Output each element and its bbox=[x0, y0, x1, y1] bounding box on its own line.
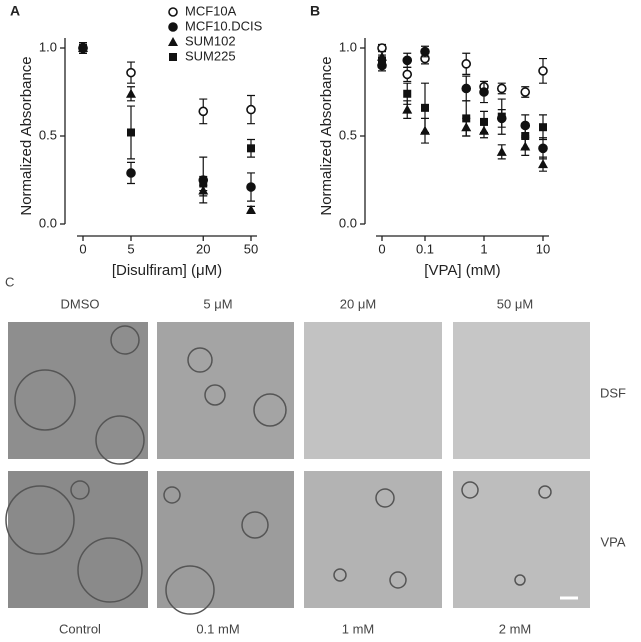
legend-marker bbox=[168, 7, 178, 17]
y-axis-label: Normalized Absorbance bbox=[318, 56, 335, 215]
marker bbox=[402, 104, 413, 114]
marker bbox=[479, 87, 489, 97]
marker bbox=[461, 83, 472, 94]
micrograph bbox=[157, 322, 294, 459]
marker bbox=[462, 114, 471, 123]
marker bbox=[496, 146, 507, 156]
marker bbox=[126, 168, 136, 178]
y-tick-label: 1.0 bbox=[339, 39, 357, 54]
marker bbox=[378, 56, 386, 65]
marker bbox=[538, 143, 548, 154]
x-tick-label: 1 bbox=[480, 241, 487, 256]
marker bbox=[199, 179, 208, 188]
y-tick-label: 0.0 bbox=[39, 215, 57, 230]
micrograph bbox=[157, 471, 294, 608]
micrograph bbox=[8, 471, 148, 608]
marker bbox=[247, 144, 255, 153]
column-label: 20 μM bbox=[340, 296, 376, 311]
legend-marker bbox=[168, 22, 178, 32]
y-tick-label: 0.5 bbox=[39, 127, 57, 142]
marker bbox=[496, 83, 507, 94]
marker bbox=[521, 132, 530, 140]
panel-label: A bbox=[10, 3, 20, 19]
marker bbox=[461, 59, 472, 69]
micrograph bbox=[8, 322, 148, 459]
row-label: VPA bbox=[600, 534, 625, 549]
x-axis-label: [VPA] (mM) bbox=[424, 262, 500, 279]
x-tick-label: 10 bbox=[536, 241, 550, 256]
marker bbox=[402, 55, 413, 66]
column-label: 5 μM bbox=[203, 296, 232, 311]
marker bbox=[246, 204, 256, 214]
legend-marker bbox=[168, 37, 178, 46]
micrograph bbox=[453, 322, 590, 459]
panel-label: C bbox=[5, 274, 14, 289]
legend-label: SUM102 bbox=[185, 33, 236, 48]
micrograph bbox=[304, 471, 442, 608]
marker bbox=[480, 117, 488, 126]
marker bbox=[421, 103, 429, 112]
y-tick-label: 1.0 bbox=[39, 39, 57, 54]
legend-label: MCF10A bbox=[185, 3, 237, 18]
marker bbox=[79, 44, 87, 52]
column-label: DMSO bbox=[61, 296, 100, 311]
marker bbox=[403, 89, 412, 98]
marker bbox=[538, 159, 548, 169]
marker bbox=[402, 69, 413, 80]
marker bbox=[246, 182, 256, 192]
panel-label: B bbox=[310, 3, 320, 19]
marker bbox=[126, 67, 136, 78]
micrographs bbox=[5, 322, 590, 615]
marker bbox=[420, 46, 430, 57]
marker bbox=[127, 128, 135, 137]
column-label: Control bbox=[59, 621, 101, 636]
y-axis-label: Normalized Absorbance bbox=[18, 56, 35, 215]
x-tick-label: 0 bbox=[79, 241, 86, 256]
micrograph bbox=[453, 471, 590, 608]
y-tick-label: 0.0 bbox=[339, 215, 357, 230]
column-label: 50 μM bbox=[497, 296, 533, 311]
column-label: 2 mM bbox=[499, 621, 532, 636]
marker bbox=[539, 123, 547, 132]
x-tick-label: 0 bbox=[378, 241, 385, 256]
x-tick-label: 5 bbox=[127, 241, 134, 256]
marker bbox=[497, 112, 506, 121]
x-axis-label: [Disulfiram] (μM) bbox=[112, 262, 222, 279]
column-label: 1 mM bbox=[342, 621, 375, 636]
marker bbox=[126, 88, 136, 98]
marker bbox=[377, 43, 387, 53]
legend-label: SUM225 bbox=[185, 48, 236, 63]
x-tick-label: 20 bbox=[196, 241, 210, 256]
row-label: DSF bbox=[600, 385, 626, 400]
marker bbox=[520, 87, 531, 97]
legend-label: MCF10.DCIS bbox=[185, 18, 263, 33]
marker bbox=[198, 106, 209, 117]
micrograph bbox=[304, 322, 442, 459]
cell-clusters bbox=[5, 325, 552, 615]
x-tick-label: 50 bbox=[244, 241, 258, 256]
marker bbox=[538, 66, 548, 76]
y-tick-label: 0.5 bbox=[339, 127, 357, 142]
column-label: 0.1 mM bbox=[196, 621, 239, 636]
x-tick-label: 0.1 bbox=[416, 241, 434, 256]
legend-marker bbox=[169, 53, 177, 61]
marker bbox=[246, 104, 256, 115]
